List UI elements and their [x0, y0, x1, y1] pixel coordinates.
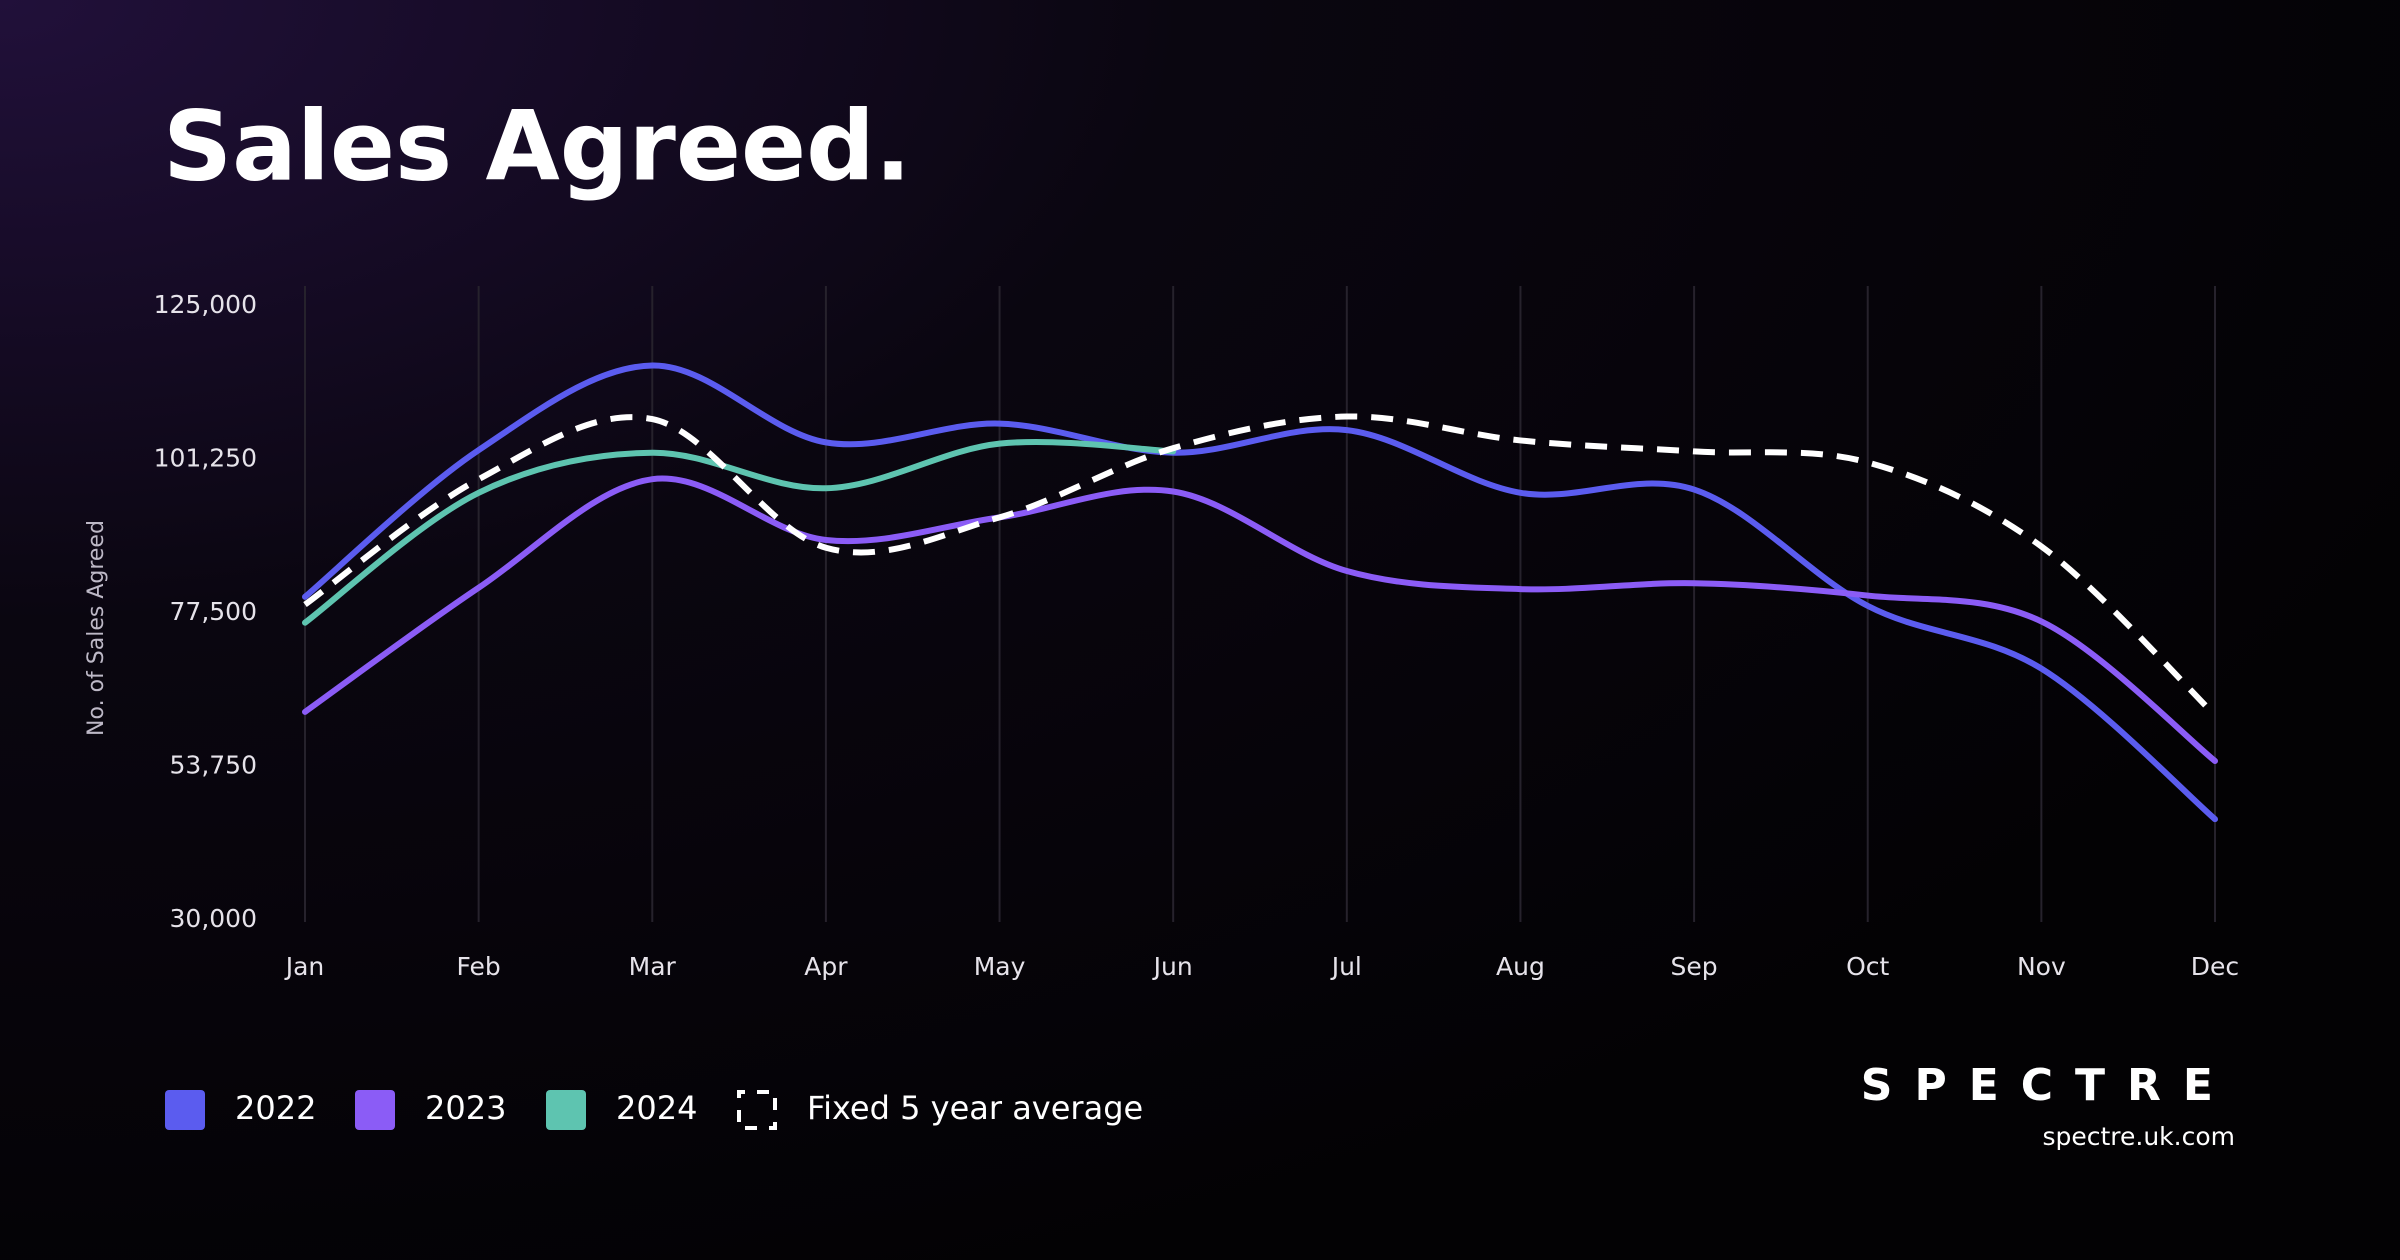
x-tick-label: Oct: [1846, 952, 1889, 981]
legend-label: 2023: [425, 1089, 506, 1127]
x-tick-label: Jan: [284, 952, 325, 981]
y-tick-label: 53,750: [170, 751, 257, 780]
series-line: [302, 362, 2218, 823]
y-tick-label: 30,000: [170, 904, 257, 933]
y-axis-label: No. of Sales Agreed: [84, 520, 109, 736]
x-tick-label: Dec: [2191, 952, 2239, 981]
series-line: [302, 475, 2218, 765]
legend-label: 2022: [235, 1089, 316, 1127]
x-tick-label: Aug: [1496, 952, 1545, 981]
legend-swatch: [165, 1090, 205, 1130]
legend-swatch: [546, 1090, 586, 1130]
x-tick-label: Nov: [2017, 952, 2066, 981]
y-tick-label: 101,250: [154, 444, 257, 473]
y-tick-label: 77,500: [170, 597, 257, 626]
y-tick-label: 125,000: [154, 290, 257, 319]
legend-label: 2024: [616, 1089, 697, 1127]
legend-swatch: [737, 1090, 777, 1130]
chart-title: Sales Agreed.: [163, 90, 911, 202]
x-tick-label: Jul: [1330, 952, 1362, 981]
x-tick-label: Feb: [457, 952, 501, 981]
legend-label: Fixed 5 year average: [807, 1089, 1143, 1127]
series-line: [302, 439, 1177, 626]
x-tick-label: May: [974, 952, 1026, 981]
x-tick-label: Sep: [1671, 952, 1718, 981]
brand-logo: SPECTRE: [1861, 1060, 2235, 1111]
x-tick-label: Apr: [804, 952, 848, 981]
x-tick-label: Jun: [1152, 952, 1193, 981]
x-tick-label: Mar: [629, 952, 677, 981]
series-line: [303, 413, 2218, 718]
brand-url: spectre.uk.com: [2042, 1122, 2235, 1151]
legend-swatch: [355, 1090, 395, 1130]
